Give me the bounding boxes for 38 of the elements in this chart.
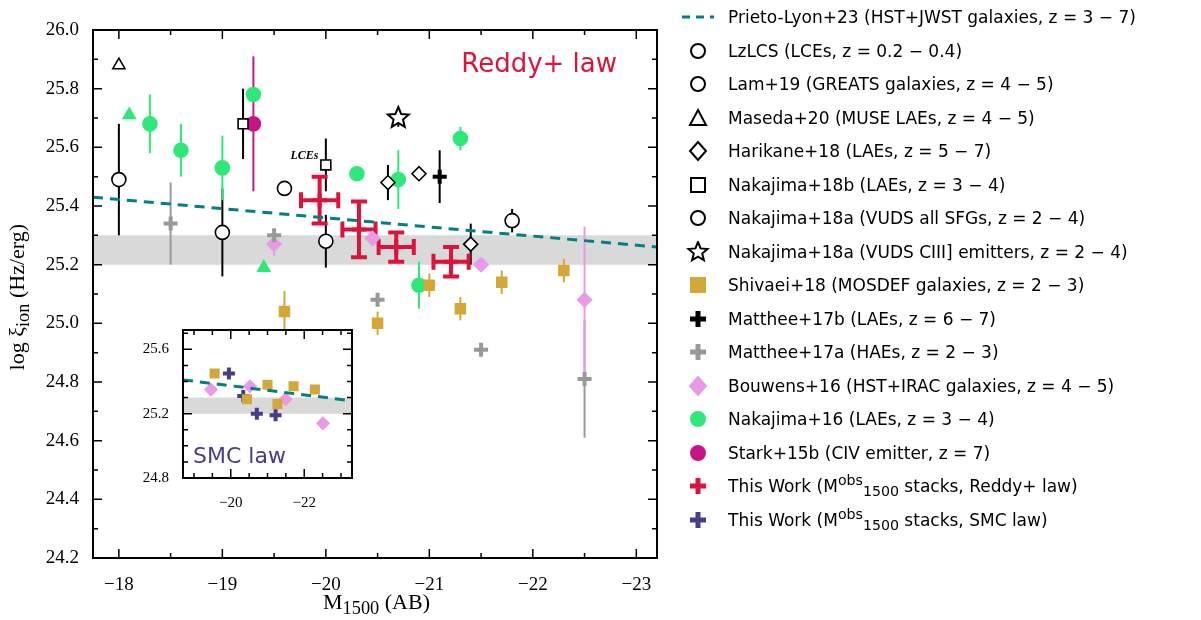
y-tick-label: 25.8 bbox=[45, 76, 79, 98]
y-tick-label: 24.8 bbox=[142, 468, 169, 485]
legend-label: Matthee+17b (LAEs, z = 6 − 7) bbox=[728, 308, 996, 329]
legend-label: Nakajima+16 (LAEs, z = 3 − 4) bbox=[728, 409, 995, 429]
legend-label: LzLCS (LCEs, z = 0.2 − 0.4) bbox=[728, 40, 963, 61]
x-tick-label: −18 bbox=[104, 573, 134, 595]
y-tick-label: 26.0 bbox=[45, 17, 79, 39]
legend-label: Prieto-Lyon+23 (HST+JWST galaxies, z = 3 − 7) bbox=[728, 7, 1136, 27]
x-tick-label: −22 bbox=[292, 493, 316, 510]
legend-label: This Work (M$^{obs}$$_{1500}$ stacks, Reddy+ law) bbox=[728, 472, 1078, 500]
annotation: LCEs bbox=[289, 148, 319, 163]
legend-label: Shivaei+18 (MOSDEF galaxies, z = 2 − 3) bbox=[728, 275, 1085, 295]
x-tick-label: −20 bbox=[219, 493, 243, 510]
y-tick-label: 25.6 bbox=[142, 340, 170, 357]
legend-label: Stark+15b (CIV emitter, z = 7) bbox=[728, 442, 991, 463]
legend-label: Nakajima+18a (VUDS all SFGs, z = 2 − 4) bbox=[728, 208, 1086, 228]
y-tick-label: 25.6 bbox=[45, 135, 79, 157]
annotation: SMC law bbox=[193, 442, 286, 468]
y-tick-label: 24.2 bbox=[45, 545, 79, 567]
y-tick-label: 24.4 bbox=[45, 487, 80, 509]
x-tick-label: −23 bbox=[621, 573, 652, 595]
legend-label: Nakajima+18b (LAEs, z = 3 − 4) bbox=[728, 174, 1006, 195]
legend-label: Matthee+17a (HAEs, z = 2 − 3) bbox=[728, 342, 999, 362]
annotation: Reddy+ law bbox=[461, 47, 617, 78]
legend-label: Nakajima+18a (VUDS CIII] emitters, z = 2 − 4) bbox=[728, 241, 1128, 262]
x-tick-label: −22 bbox=[517, 573, 548, 595]
y-tick-label: 25.4 bbox=[45, 193, 80, 215]
y-tick-label: 25.0 bbox=[45, 311, 79, 333]
legend-label: Bouwens+16 (HST+IRAC galaxies, z = 4 − 5) bbox=[728, 375, 1115, 396]
legend-label: Maseda+20 (MUSE LAEs, z = 4 − 5) bbox=[728, 107, 1035, 128]
y-tick-label: 25.2 bbox=[142, 404, 169, 421]
y-tick-label: 25.2 bbox=[45, 252, 79, 274]
y-tick-label: 24.6 bbox=[45, 428, 79, 450]
legend-label: Harikane+18 (LAEs, z = 5 − 7) bbox=[728, 141, 992, 161]
legend-label: Lam+19 (GREATS galaxies, z = 4 − 5) bbox=[728, 74, 1054, 94]
legend-label: This Work (M$^{obs}$$_{1500}$ stacks, SMC law) bbox=[728, 505, 1048, 534]
y-tick-label: 24.8 bbox=[45, 369, 79, 391]
x-tick-label: −19 bbox=[207, 573, 238, 595]
